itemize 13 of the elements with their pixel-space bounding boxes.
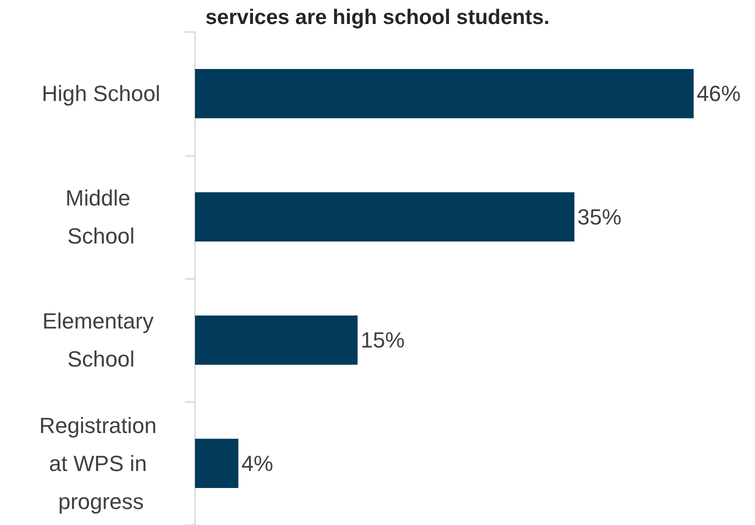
- y-tick-label: Registration at WPS in progress: [39, 412, 163, 514]
- bar: [195, 315, 358, 365]
- data-label: 46%: [696, 81, 741, 106]
- chart-title: services are high school students.: [205, 6, 550, 29]
- y-tick-label: Elementary School: [42, 308, 160, 372]
- y-tick-label: High School: [42, 81, 160, 106]
- bar: [195, 438, 238, 488]
- data-label: 4%: [241, 450, 274, 476]
- y-tick-label: Middle School: [66, 185, 136, 248]
- bar: [195, 68, 694, 118]
- data-label: 15%: [360, 328, 405, 353]
- bar: [195, 192, 574, 242]
- data-label: 35%: [577, 204, 622, 230]
